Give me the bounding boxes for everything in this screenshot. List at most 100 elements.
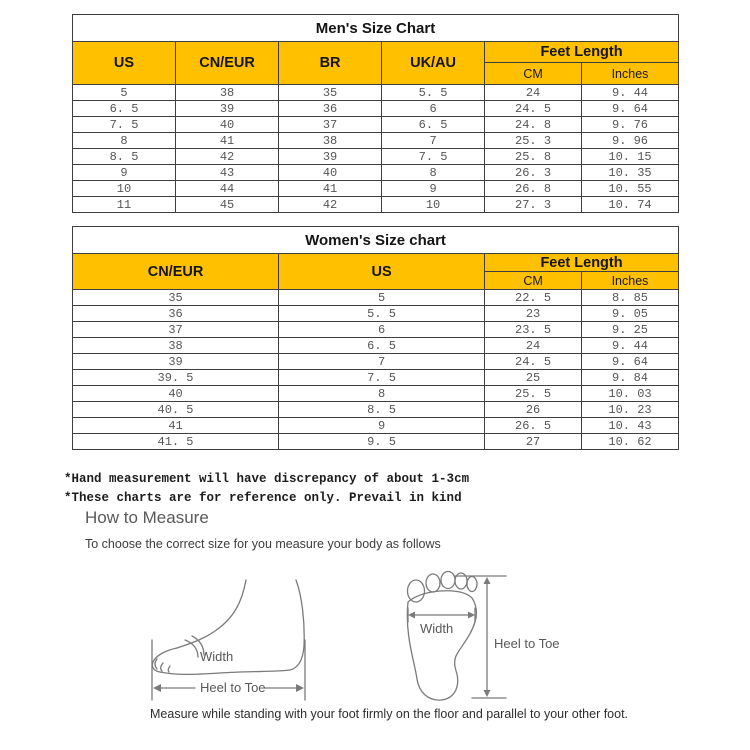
toe-2 (425, 573, 441, 593)
womens-table-header-row: CN/EUR US Feet Length (71, 253, 679, 290)
table-cell: 39 (71, 353, 280, 370)
table-cell: 40. 5 (71, 401, 280, 418)
womens-table-body: 35 5 22. 5 8. 85 36 5. 5 23 9. 05 37 6 23. 5 9. 25 3… (71, 289, 679, 450)
table-cell: 39 (175, 100, 280, 117)
table-cell: 9. 96 (581, 132, 679, 149)
width-arrowhead-left (408, 611, 415, 619)
sole-outline (406, 590, 478, 701)
table-row: 9 43 40 8 26. 3 10. 35 (71, 164, 679, 181)
note-reference-only: *These charts are for reference only. Pr… (64, 490, 462, 505)
table-cell: 8 (71, 132, 177, 149)
table-cell: 27 (484, 433, 583, 450)
arrowhead-top (483, 577, 491, 584)
table-cell: 36 (278, 100, 383, 117)
how-to-measure-intro: To choose the correct size for you measu… (85, 537, 441, 551)
table-cell: 6. 5 (278, 337, 486, 354)
table-cell: 6 (278, 321, 486, 338)
table-cell: 9. 84 (581, 369, 679, 386)
toe-3 (440, 570, 456, 590)
table-cell: 6 (381, 100, 486, 117)
col-header-cn-eur: CN/EUR (71, 253, 280, 290)
table-cell: 40 (175, 116, 280, 133)
table-cell: 8 (381, 164, 486, 181)
table-cell: 41 (175, 132, 280, 149)
table-cell: 9 (71, 164, 177, 181)
table-cell: 10. 62 (581, 433, 679, 450)
table-row: 11 45 42 10 27. 3 10. 74 (71, 196, 679, 213)
table-cell: 43 (175, 164, 280, 181)
womens-table-subheader-row: CM Inches (73, 271, 679, 290)
table-cell: 24. 5 (484, 353, 583, 370)
table-cell: 37 (278, 116, 383, 133)
table-cell: 5. 5 (381, 84, 486, 101)
table-cell: 41 (278, 180, 383, 197)
note-hand-measurement: *Hand measurement will have discrepancy … (64, 472, 470, 486)
col-header-uk-au: UK/AU (381, 41, 486, 85)
table-cell: 38 (175, 84, 280, 101)
table-cell: 25 (484, 369, 583, 386)
table-cell: 10 (71, 180, 177, 197)
table-row: 39 7 24. 5 9. 64 (71, 353, 679, 370)
table-cell: 27. 3 (484, 196, 583, 213)
table-cell: 40 (71, 385, 280, 402)
table-cell: 10. 43 (581, 417, 679, 434)
table-row: 6. 5 39 36 6 24. 5 9. 64 (71, 100, 679, 117)
side-width-label: Width (200, 649, 233, 664)
table-row: 8 41 38 7 25. 3 9. 96 (71, 132, 679, 149)
col-header-cm: CM (484, 271, 583, 290)
womens-size-table: Women's Size chart CN/EUR US Feet Length… (71, 226, 679, 450)
table-cell: 10. 35 (581, 164, 679, 181)
toe-line-3 (167, 665, 171, 673)
table-cell: 42 (175, 148, 280, 165)
arrowhead-bottom (483, 690, 491, 697)
mens-table-subheader-row: CM Inches (73, 62, 679, 85)
table-row: 10 44 41 9 26. 8 10. 55 (71, 180, 679, 197)
table-cell: 45 (175, 196, 280, 213)
table-cell: 25. 8 (484, 148, 583, 165)
side-heel-to-toe-label: Heel to Toe (200, 680, 266, 695)
sole-width-label: Width (420, 621, 453, 636)
col-header-cn-eur: CN/EUR (175, 41, 280, 85)
table-cell: 5 (278, 289, 486, 306)
table-cell: 11 (71, 196, 177, 213)
table-cell: 5 (71, 84, 177, 101)
table-row: 8. 5 42 39 7. 5 25. 8 10. 15 (71, 148, 679, 165)
instep-band-1 (184, 639, 199, 658)
table-cell: 10. 23 (581, 401, 679, 418)
foot-toes (151, 647, 178, 673)
mens-size-table: Men's Size Chart US CN/EUR BR UK/AU Feet… (71, 14, 679, 213)
table-cell: 9. 05 (581, 305, 679, 322)
col-header-inches: Inches (581, 271, 679, 290)
table-cell: 41 (71, 417, 280, 434)
table-cell: 24 (484, 337, 583, 354)
table-row: 35 5 22. 5 8. 85 (71, 289, 679, 306)
table-cell: 9. 44 (581, 84, 679, 101)
table-row: 5 38 35 5. 5 24 9. 44 (71, 84, 679, 101)
table-cell: 25. 5 (484, 385, 583, 402)
instep-band-2 (191, 635, 205, 656)
toe-line-2 (160, 662, 164, 672)
mens-table-title: Men's Size Chart (72, 14, 679, 42)
table-cell: 10 (381, 196, 486, 213)
arrowhead-left (153, 684, 161, 692)
table-cell: 9. 5 (278, 433, 486, 450)
table-cell: 37 (71, 321, 280, 338)
table-cell: 44 (175, 180, 280, 197)
table-cell: 9 (381, 180, 486, 197)
table-cell: 39. 5 (71, 369, 280, 386)
table-cell: 26. 5 (484, 417, 583, 434)
foot-sole-view-diagram: Width Heel to Toe (406, 570, 560, 701)
table-cell: 7. 5 (381, 148, 486, 165)
table-cell: 10. 74 (581, 196, 679, 213)
table-cell: 22. 5 (484, 289, 583, 306)
table-cell: 10. 15 (581, 148, 679, 165)
disclaimer-notes: *Hand measurement will have discrepancy … (64, 470, 469, 507)
toe-line-1 (154, 658, 158, 670)
table-row: 41. 5 9. 5 27 10. 62 (71, 433, 679, 450)
table-row: 7. 5 40 37 6. 5 24. 8 9. 76 (71, 116, 679, 133)
table-cell: 42 (278, 196, 383, 213)
table-cell: 8. 85 (581, 289, 679, 306)
womens-table-title: Women's Size chart (72, 226, 679, 254)
table-cell: 39 (278, 148, 383, 165)
